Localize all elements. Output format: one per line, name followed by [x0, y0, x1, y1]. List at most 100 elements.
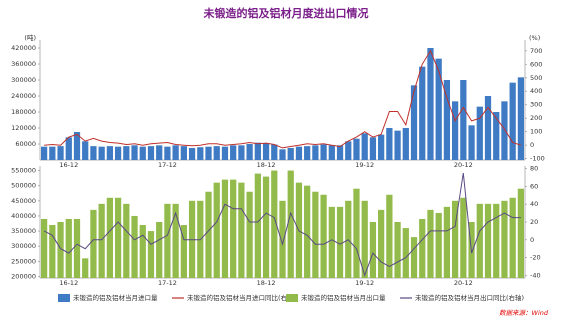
y-tick-label: 300000: [11, 242, 36, 250]
y2-tick-label: 100: [530, 128, 542, 136]
y2-tick-label: 300: [530, 101, 542, 109]
bar: [427, 209, 434, 278]
legend-label: 未锻造的铝及铝材当月进口量: [73, 293, 158, 302]
bar: [271, 170, 278, 278]
bar: [164, 146, 171, 160]
y-tick-label: 500000: [11, 182, 36, 190]
x-tick-label: 18-12: [257, 161, 276, 169]
bar: [345, 141, 352, 160]
bar: [262, 143, 270, 160]
legend-label: 未锻造的铝及铝材当月出口量: [301, 293, 386, 302]
source: 数据来源：Wind: [499, 309, 549, 317]
bar: [230, 145, 237, 160]
bar: [221, 146, 229, 160]
bar: [180, 146, 187, 160]
bar: [123, 203, 130, 278]
bar: [238, 145, 245, 160]
bar: [460, 197, 467, 278]
y2-tick-label: 700: [530, 47, 542, 55]
bar: [419, 218, 426, 278]
bar: [49, 146, 56, 160]
bar: [114, 146, 122, 160]
bar: [205, 146, 212, 160]
bar: [493, 112, 500, 160]
x-tick-label: 20-12: [454, 279, 473, 287]
bar: [90, 209, 97, 278]
bar: [517, 77, 525, 160]
bar: [221, 179, 229, 278]
line: [43, 173, 521, 277]
x-tick-label: 19-12: [355, 279, 374, 287]
bar: [180, 225, 187, 278]
bar: [82, 258, 89, 278]
bar: [361, 200, 368, 278]
line: [44, 49, 522, 149]
bar: [517, 188, 525, 278]
bar: [410, 85, 418, 160]
bar: [320, 144, 327, 160]
bar: [402, 228, 409, 278]
x-tick-label: 17-12: [158, 161, 177, 169]
bar: [279, 149, 286, 160]
y-tick-label: 250000: [11, 257, 36, 265]
bar: [49, 225, 56, 278]
y2-tick-label: -40: [530, 271, 541, 279]
bar: [312, 145, 319, 160]
y2-tick-label: 0: [530, 141, 534, 149]
y2-tick-label: 20: [530, 218, 538, 226]
bar: [82, 141, 89, 160]
x-tick-label: 19-12: [355, 161, 374, 169]
bar: [369, 137, 377, 160]
bar: [156, 222, 163, 278]
bar: [476, 106, 483, 160]
y2-tick-label: 0: [530, 236, 534, 244]
bar: [419, 66, 426, 160]
bar: [452, 200, 459, 278]
y-tick-label: 180000: [11, 108, 36, 116]
bar: [378, 209, 385, 278]
bar: [98, 203, 105, 278]
bar: [501, 200, 508, 278]
bar: [312, 191, 319, 278]
bar: [336, 145, 344, 160]
bar: [304, 185, 311, 278]
bar: [386, 194, 393, 278]
bar: [410, 237, 418, 278]
bar: [238, 182, 245, 278]
bar: [246, 144, 253, 160]
y2-unit: (%): [529, 34, 540, 42]
bar: [394, 130, 401, 160]
bar: [254, 173, 261, 278]
legend-swatch: [286, 294, 298, 302]
bar: [369, 222, 377, 278]
bar: [172, 203, 179, 278]
legend-label: 未锻造的铝及铝材当月出口同比(右轴): [415, 293, 524, 302]
bar: [279, 200, 286, 278]
y2-tick-label: 200: [530, 114, 542, 122]
bar: [106, 146, 113, 160]
bar: [353, 188, 360, 278]
bar: [484, 96, 492, 160]
bar: [40, 146, 48, 160]
y-tick-label: 300000: [11, 76, 36, 84]
bar: [213, 146, 220, 160]
bar: [443, 206, 451, 278]
y-tick-label: 350000: [11, 227, 36, 235]
bar: [427, 48, 434, 160]
bar: [484, 203, 492, 278]
y-tick-label: 60000: [15, 140, 36, 148]
bar: [262, 176, 270, 278]
bar: [468, 125, 475, 160]
x-tick-label: 18-12: [257, 279, 276, 287]
bar: [139, 146, 146, 160]
chart-title: 未锻造的铝及铝材月度进出口情况: [203, 6, 369, 20]
y-unit: (吨): [24, 33, 36, 42]
y-tick-label: 400000: [11, 212, 36, 220]
bar: [295, 146, 303, 160]
bar: [271, 144, 278, 160]
x-tick-label: 20-12: [454, 161, 473, 169]
bar: [435, 58, 442, 160]
x-tick-label: 17-12: [158, 279, 177, 287]
x-tick-label: 16-12: [59, 279, 78, 287]
bar: [254, 142, 261, 160]
